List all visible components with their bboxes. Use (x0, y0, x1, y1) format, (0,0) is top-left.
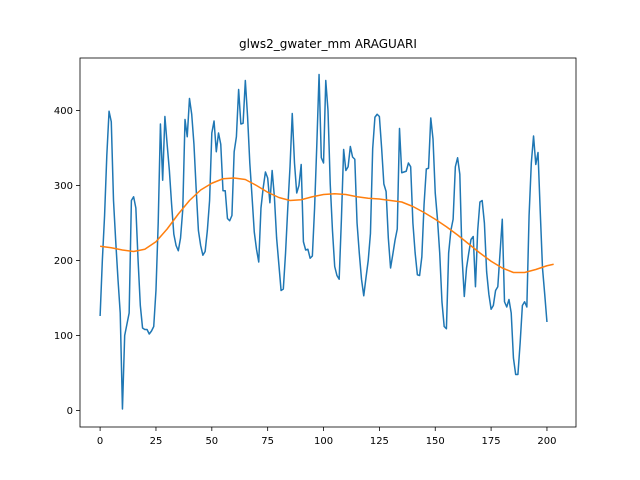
chart-title: glws2_gwater_mm ARAGUARI (239, 37, 417, 51)
series-line-2 (100, 177, 554, 274)
y-tick-label: 100 (54, 331, 73, 342)
x-tick-label: 50 (205, 436, 218, 447)
plot-area: 0 25 50 75 100 125 150 175 200 0 100 200 300 400 (54, 57, 577, 447)
x-tick-label: 200 (537, 436, 556, 447)
x-tick-label: 175 (482, 436, 501, 447)
x-tick-label: 125 (370, 436, 389, 447)
y-tick-label: 300 (54, 181, 73, 192)
y-tick-label: 0 (67, 406, 73, 417)
series-line-1 (99, 73, 548, 410)
axes-frame (79, 57, 577, 428)
y-tick-label: 200 (54, 256, 73, 267)
x-tick-label: 150 (426, 436, 445, 447)
x-tick-label: 0 (97, 436, 103, 447)
x-tick-label: 75 (261, 436, 274, 447)
x-tick-label: 25 (150, 436, 163, 447)
x-tick-label: 100 (314, 436, 333, 447)
y-tick-label: 400 (54, 106, 73, 117)
